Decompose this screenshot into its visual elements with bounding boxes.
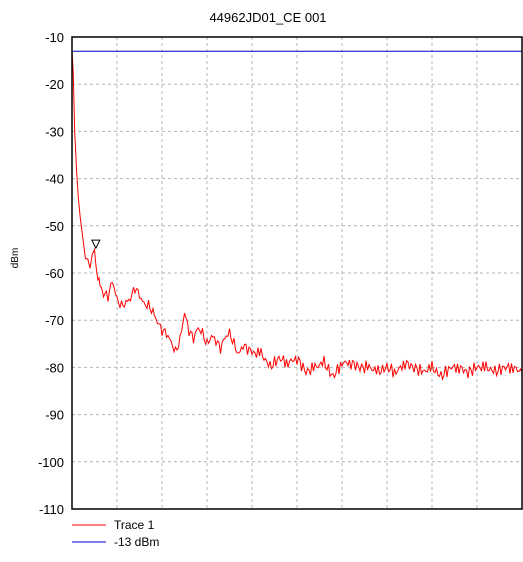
y-tick-label: -30	[45, 124, 64, 139]
y-tick-label: -90	[45, 408, 64, 423]
traces	[71, 50, 523, 382]
legend-label-limit: -13 dBm	[114, 535, 159, 549]
y-tick-label: -50	[45, 219, 64, 234]
marker-triangle-icon	[91, 239, 101, 250]
y-tick-label: -60	[45, 266, 64, 281]
legend-label-trace-1: Trace 1	[114, 518, 155, 532]
grid-lines	[72, 37, 522, 509]
trace-marker	[91, 239, 101, 250]
y-tick-label: -40	[45, 172, 64, 187]
y-tick-labels: -10 -20 -30 -40 -50 -60 -70 -80 -90 -100 -110	[38, 30, 64, 517]
plot-frame	[71, 36, 523, 510]
trace-1-line	[71, 51, 523, 382]
y-tick-label: -70	[45, 313, 64, 328]
y-tick-label: -80	[45, 360, 64, 375]
y-tick-label: -20	[45, 77, 64, 92]
y-tick-label: -110	[39, 502, 64, 517]
chart-title: 44962JD01_CE 001	[209, 10, 326, 25]
legend: Trace 1 -13 dBm	[72, 518, 159, 549]
y-axis-label: dBm	[10, 248, 21, 269]
y-tick-label: -10	[45, 30, 64, 45]
y-tick-label: -100	[38, 455, 64, 470]
